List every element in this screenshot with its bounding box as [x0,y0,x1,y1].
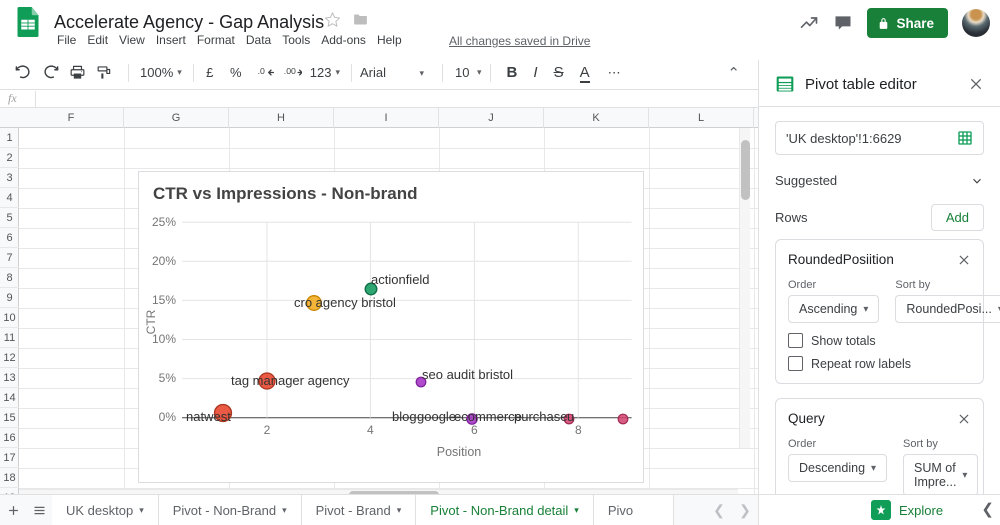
svg-text:google: google [417,409,456,424]
svg-text:0%: 0% [159,410,177,424]
svg-text:seo audit bristol: seo audit bristol [422,367,513,382]
svg-text:.00: .00 [284,66,296,76]
svg-text:4: 4 [367,423,374,437]
svg-text:CTR: CTR [144,309,158,334]
svg-text:cro agency bristol: cro agency bristol [294,295,396,310]
svg-text:tag manager agency: tag manager agency [231,373,350,388]
svg-text:natwest: natwest [186,409,231,424]
svg-text:5%: 5% [159,371,177,385]
svg-text:15%: 15% [152,293,176,307]
svg-text:.0: .0 [257,66,264,76]
svg-text:6: 6 [471,423,478,437]
svg-text:ecommerce: ecommerce [454,409,522,424]
svg-text:8: 8 [575,423,582,437]
svg-text:u: u [567,409,574,424]
svg-text:Position: Position [437,445,482,459]
svg-text:2: 2 [264,423,271,437]
svg-text:25%: 25% [152,215,176,229]
svg-text:actionfield: actionfield [371,272,430,287]
svg-text:purchase: purchase [514,409,567,424]
svg-text:20%: 20% [152,254,176,268]
svg-text:blog: blog [392,409,417,424]
